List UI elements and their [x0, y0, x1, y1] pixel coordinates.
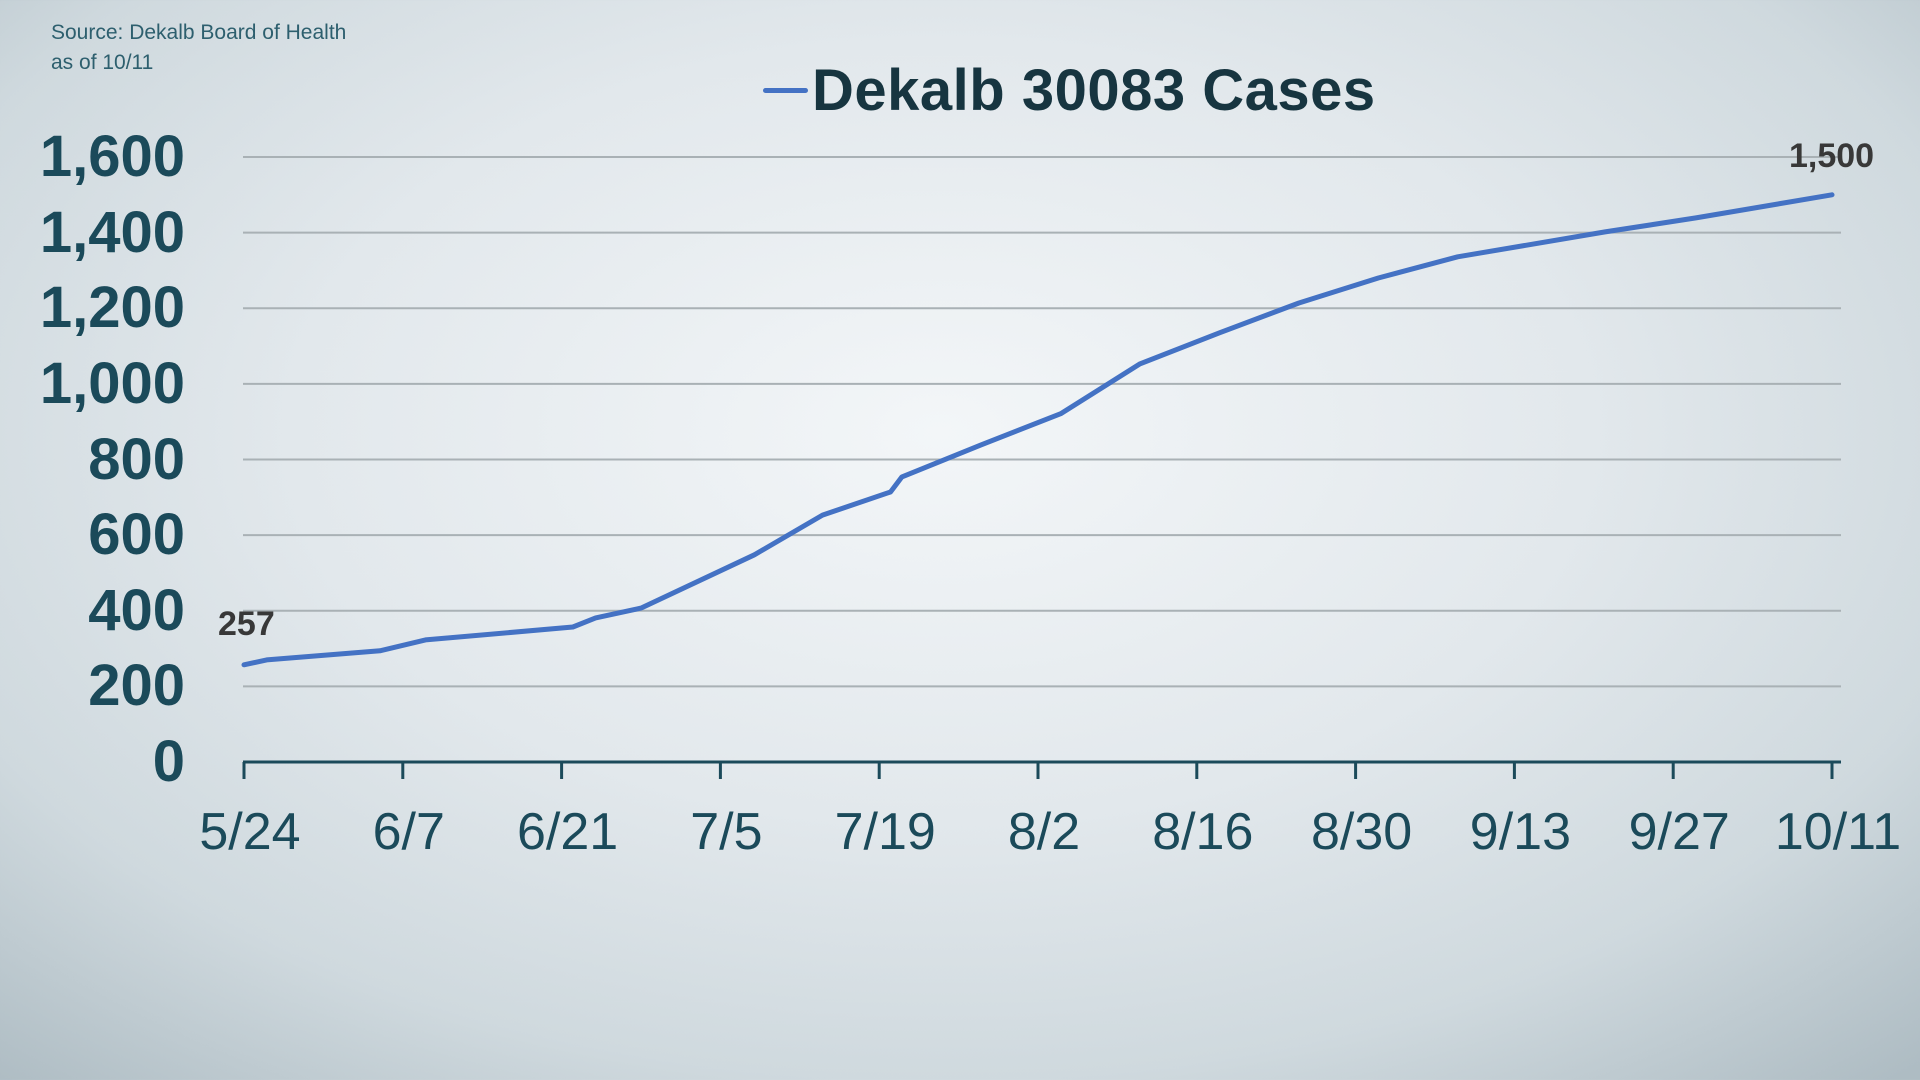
x-tick-label: 7/19	[834, 803, 936, 861]
y-tick-label: 1,600	[39, 124, 185, 189]
x-tick-label: 9/13	[1469, 803, 1571, 861]
y-tick-label: 600	[88, 502, 185, 568]
chart-legend: Dekalb 30083 Cases	[763, 56, 1376, 124]
x-tick-label: 8/2	[1007, 803, 1081, 861]
x-tick-label: 6/21	[516, 803, 619, 861]
x-tick-label: 8/30	[1310, 803, 1413, 861]
x-tick-label: 8/16	[1152, 803, 1254, 861]
x-tick-label: 7/5	[690, 803, 763, 861]
x-tick-label: 5/24	[199, 803, 301, 861]
y-tick-label: 1,000	[39, 350, 185, 416]
x-tick-label: 6/7	[372, 803, 445, 861]
y-tick-label: 1,400	[39, 199, 185, 265]
end-value-label: 1,500	[1789, 137, 1875, 175]
y-tick-label: 800	[88, 426, 185, 492]
as-of-date: as of 10/11	[51, 51, 154, 74]
legend-label: Dekalb 30083 Cases	[812, 57, 1376, 123]
x-tick-label: 10/11	[1774, 803, 1902, 861]
y-tick-label: 200	[88, 653, 185, 719]
y-tick-label: 0	[152, 729, 185, 794]
source-note: Source: Dekalb Board of Health as of 10/…	[51, 18, 346, 78]
x-tick-label: 9/27	[1628, 803, 1730, 861]
legend-line-icon	[763, 87, 808, 93]
source-line: Source: Dekalb Board of Health	[51, 21, 347, 44]
y-tick-label: 400	[88, 577, 185, 643]
y-tick-label: 1,200	[39, 275, 185, 341]
start-value-label: 257	[218, 605, 275, 643]
series-line-cases	[241, 192, 1835, 668]
